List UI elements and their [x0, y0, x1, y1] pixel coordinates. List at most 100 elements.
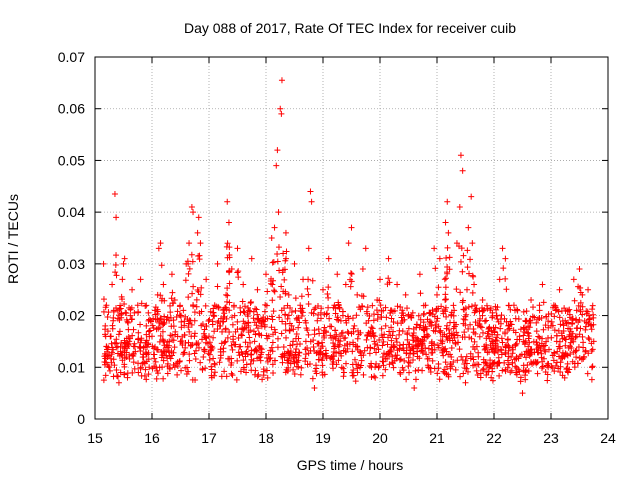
data-point [203, 276, 210, 283]
data-point [314, 317, 321, 324]
data-point [140, 351, 147, 358]
data-point [504, 357, 511, 364]
data-point [521, 324, 528, 331]
data-point [189, 290, 196, 297]
data-point [264, 315, 271, 322]
data-point [326, 315, 333, 322]
data-point [160, 321, 167, 328]
data-point [472, 302, 479, 309]
data-point [226, 254, 233, 261]
data-point [456, 346, 463, 353]
data-point [149, 365, 156, 372]
y-tick-label: 0.05 [58, 152, 85, 168]
chart-title: Day 088 of 2017, Rate Of TEC Index for r… [184, 20, 516, 36]
data-point [242, 339, 249, 346]
data-point [551, 349, 558, 356]
data-point [579, 303, 586, 310]
data-point [585, 350, 592, 357]
data-point [148, 318, 155, 325]
data-point [290, 366, 297, 373]
data-point [423, 333, 430, 340]
data-point [364, 344, 371, 351]
data-point [278, 353, 285, 360]
data-point [462, 357, 469, 364]
data-point [498, 335, 505, 342]
data-point [111, 362, 118, 369]
data-point [243, 361, 250, 368]
data-point [192, 356, 199, 363]
data-point [479, 297, 486, 304]
data-point [444, 363, 451, 370]
data-point [415, 312, 422, 319]
data-point [388, 348, 395, 355]
data-point [108, 340, 115, 347]
data-point [247, 308, 254, 315]
data-point [375, 346, 382, 353]
data-point [196, 252, 203, 259]
data-point [305, 245, 312, 252]
data-point [274, 258, 281, 265]
data-point [335, 302, 342, 309]
data-point [256, 344, 263, 351]
data-point [137, 276, 144, 283]
data-point [332, 327, 339, 334]
data-point [137, 321, 144, 328]
data-point [174, 362, 181, 369]
data-point [523, 308, 530, 315]
data-point [353, 312, 360, 319]
data-point [471, 338, 478, 345]
data-point [164, 360, 171, 367]
data-point [400, 347, 407, 354]
data-point [174, 333, 181, 340]
data-point [178, 338, 185, 345]
data-point [121, 301, 128, 308]
data-point [513, 371, 520, 378]
data-point [193, 296, 200, 303]
data-point [494, 315, 501, 322]
data-point [420, 311, 427, 318]
data-point [486, 364, 493, 371]
data-point [493, 306, 500, 313]
data-point [238, 331, 245, 338]
data-point [382, 322, 389, 329]
data-point [399, 307, 406, 314]
data-point [264, 367, 271, 374]
data-point [113, 252, 120, 259]
data-point [470, 343, 477, 350]
data-point [400, 312, 407, 319]
data-point [463, 353, 470, 360]
data-point [351, 322, 358, 329]
data-point [481, 346, 488, 353]
data-point [102, 326, 109, 333]
data-point [470, 356, 477, 363]
data-point [483, 372, 490, 379]
data-point [308, 198, 315, 205]
data-point [572, 334, 579, 341]
data-point [156, 319, 163, 326]
data-point [440, 368, 447, 375]
data-point [269, 361, 276, 368]
data-point [195, 344, 202, 351]
data-point [269, 316, 276, 323]
data-point [334, 271, 341, 278]
data-point [257, 320, 264, 327]
data-point [189, 258, 196, 265]
data-point [253, 306, 260, 313]
data-point [480, 365, 487, 372]
data-point [413, 324, 420, 331]
data-point [268, 235, 275, 241]
data-point [119, 296, 126, 303]
data-point [272, 329, 279, 336]
data-point [221, 368, 228, 375]
data-point [394, 281, 401, 288]
data-point [121, 371, 128, 378]
data-point [469, 272, 476, 279]
data-point [459, 334, 466, 341]
data-point [241, 309, 248, 316]
data-point [498, 346, 505, 353]
data-point [171, 364, 178, 371]
data-point [274, 335, 281, 342]
data-point [479, 329, 486, 336]
data-point [315, 356, 322, 363]
data-point [555, 308, 562, 315]
